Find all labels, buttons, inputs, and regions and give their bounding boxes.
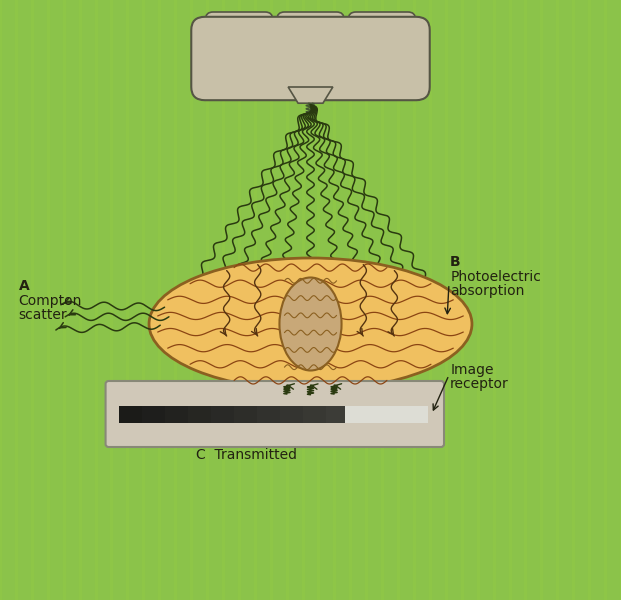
FancyBboxPatch shape bbox=[188, 406, 212, 423]
FancyBboxPatch shape bbox=[257, 406, 281, 423]
FancyBboxPatch shape bbox=[191, 17, 430, 100]
Polygon shape bbox=[288, 87, 333, 103]
Text: C  Transmitted: C Transmitted bbox=[196, 448, 297, 461]
FancyBboxPatch shape bbox=[142, 406, 166, 423]
Ellipse shape bbox=[149, 258, 472, 390]
FancyBboxPatch shape bbox=[372, 406, 396, 423]
Text: scatter: scatter bbox=[19, 308, 67, 322]
FancyBboxPatch shape bbox=[234, 406, 258, 423]
Ellipse shape bbox=[279, 277, 342, 370]
FancyBboxPatch shape bbox=[303, 406, 327, 423]
Text: B: B bbox=[450, 255, 461, 269]
Text: A: A bbox=[19, 279, 29, 293]
FancyBboxPatch shape bbox=[345, 406, 428, 423]
FancyBboxPatch shape bbox=[106, 381, 444, 447]
FancyBboxPatch shape bbox=[326, 406, 350, 423]
FancyBboxPatch shape bbox=[280, 406, 304, 423]
Text: receptor: receptor bbox=[450, 377, 509, 391]
Text: Image: Image bbox=[450, 363, 494, 377]
Text: Compton: Compton bbox=[19, 294, 82, 308]
Text: Photoelectric: Photoelectric bbox=[450, 270, 541, 284]
FancyBboxPatch shape bbox=[211, 406, 235, 423]
FancyBboxPatch shape bbox=[277, 12, 344, 49]
FancyBboxPatch shape bbox=[348, 12, 415, 49]
FancyBboxPatch shape bbox=[349, 406, 373, 423]
FancyBboxPatch shape bbox=[119, 406, 143, 423]
Text: absorption: absorption bbox=[450, 284, 525, 298]
FancyBboxPatch shape bbox=[206, 12, 273, 49]
FancyBboxPatch shape bbox=[165, 406, 189, 423]
